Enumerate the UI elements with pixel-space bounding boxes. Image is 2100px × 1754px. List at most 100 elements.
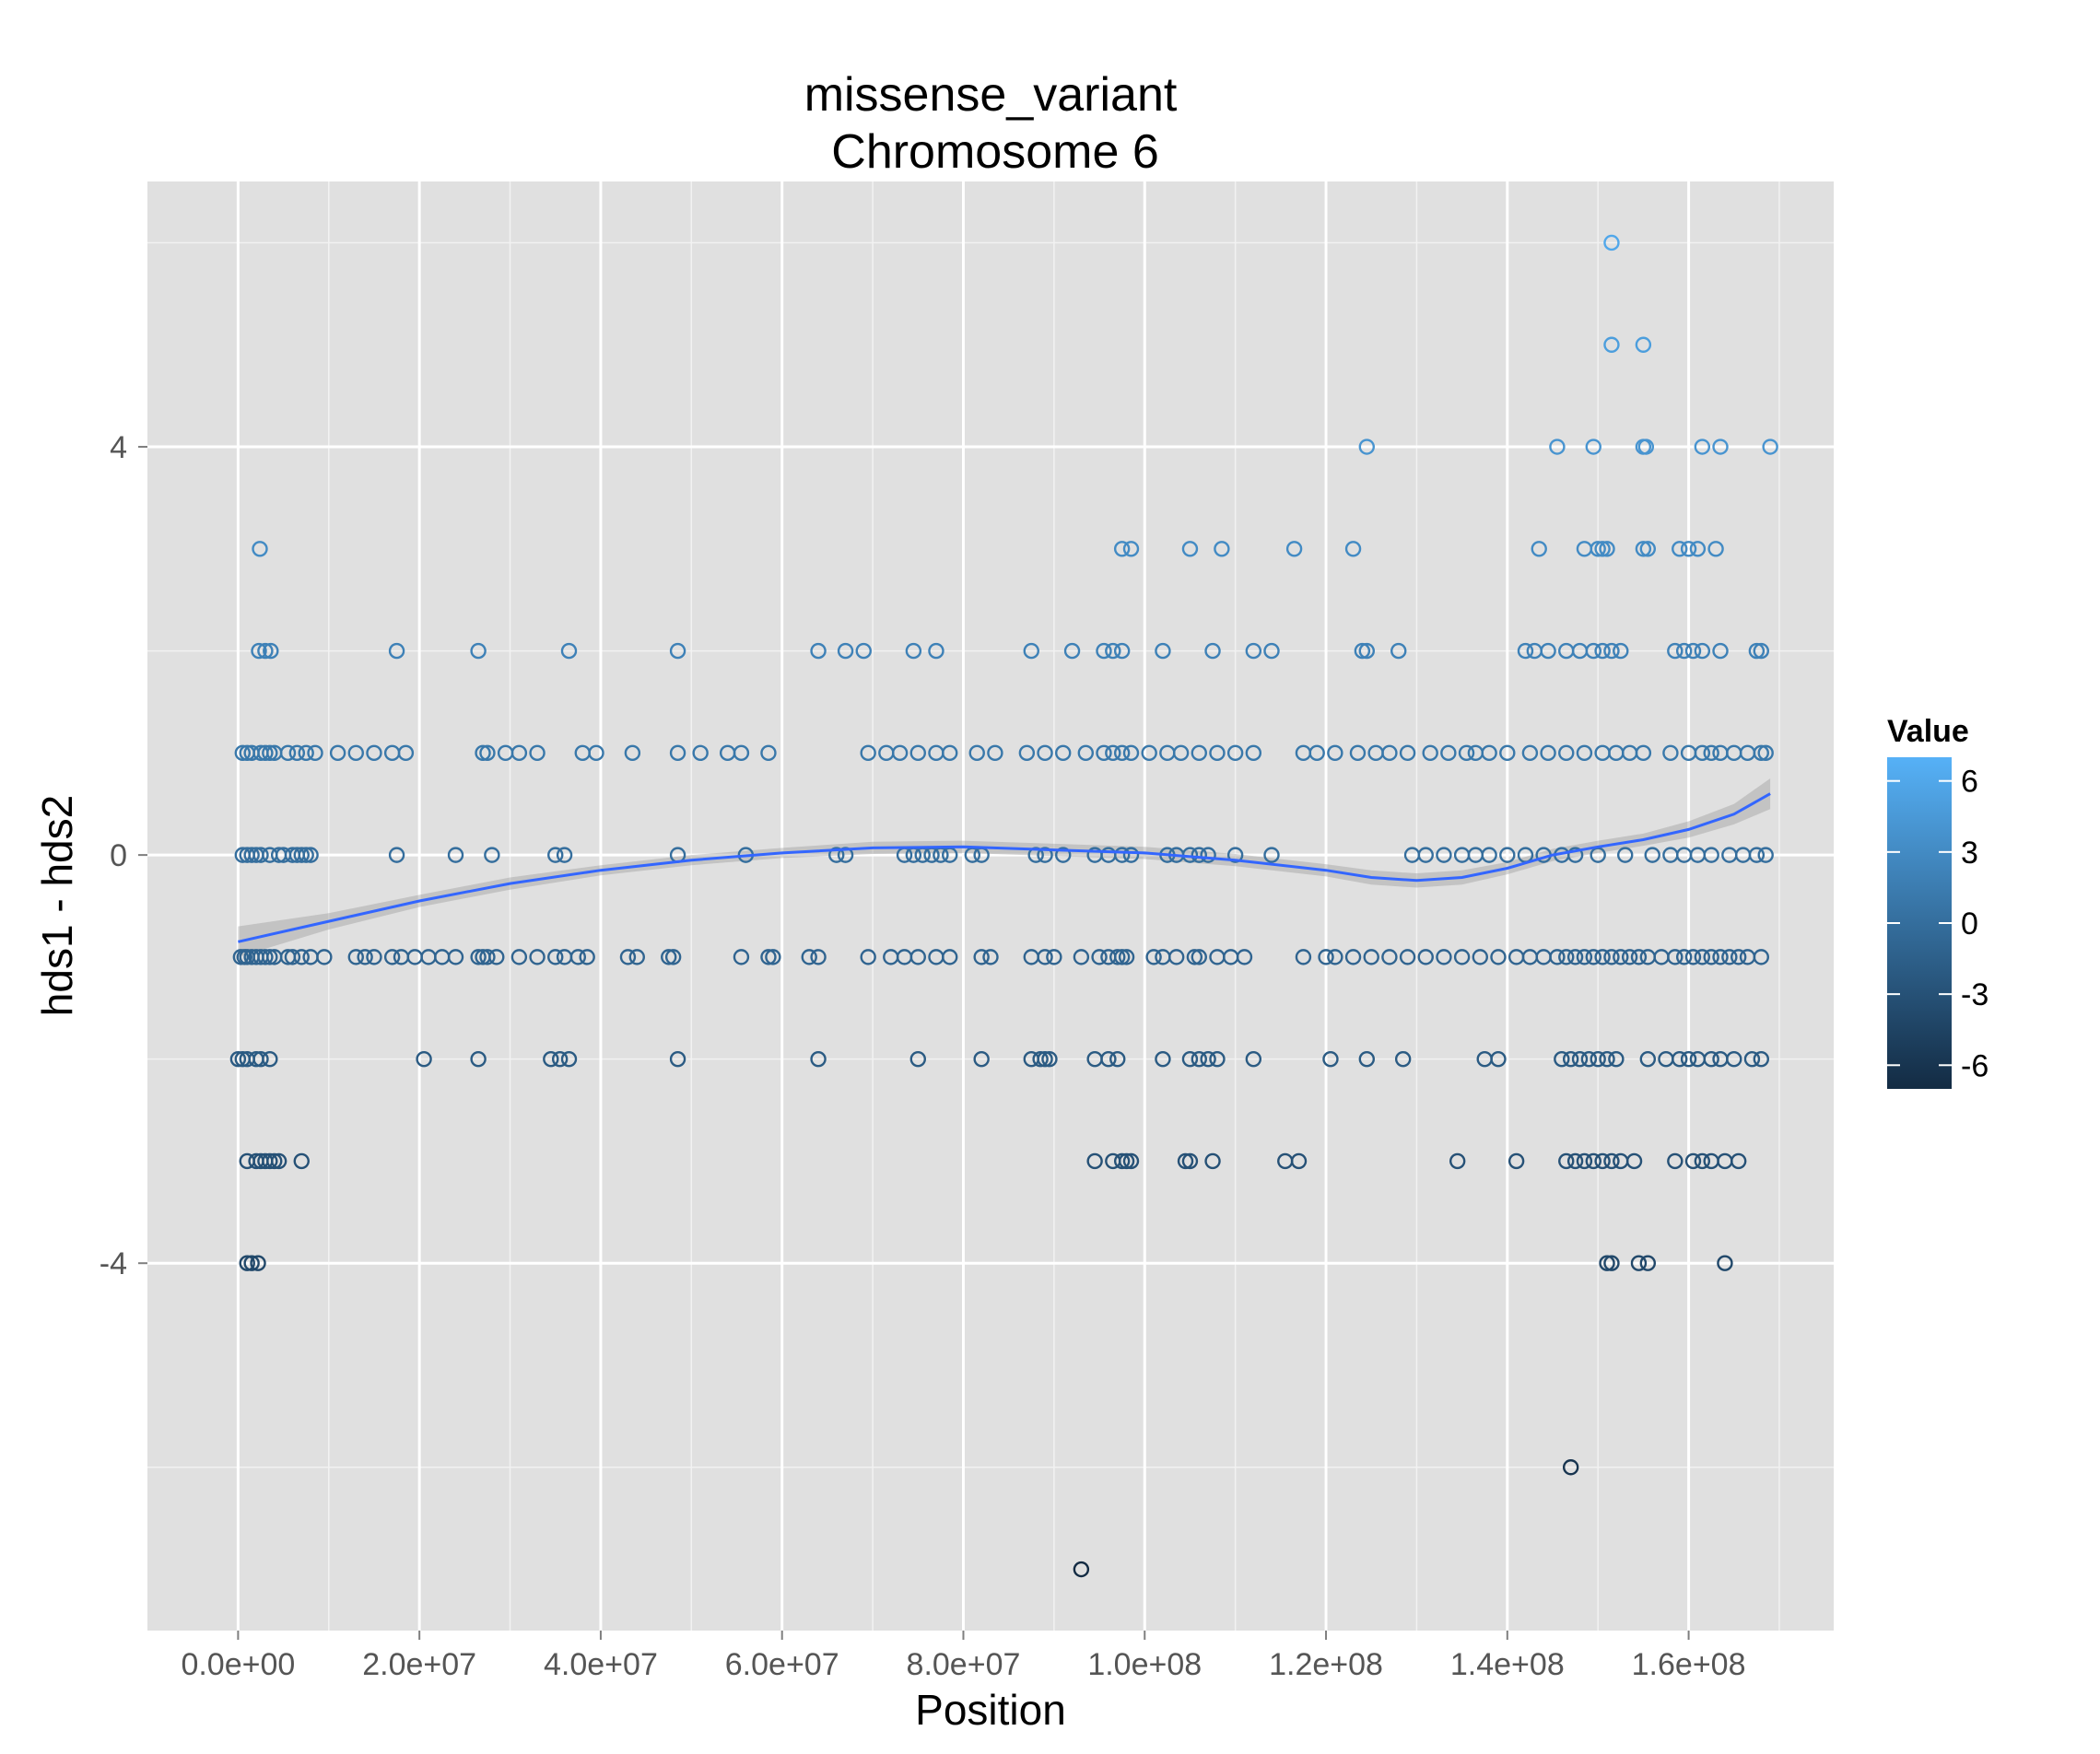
data-point [1603,234,1620,251]
data-point [1576,949,1593,965]
data-point [692,744,709,762]
data-point [1689,541,1707,557]
data-point [1118,1152,1135,1170]
data-point [1344,541,1362,557]
x-tick-label: 2.0e+07 [362,1647,476,1682]
data-point [383,949,401,965]
data-point [1122,541,1140,557]
data-point [1453,949,1471,965]
data-point [1680,541,1697,557]
data-point [293,847,310,863]
data-point [1481,744,1497,762]
data-point [1594,541,1611,557]
data-point [1753,744,1769,762]
data-point [1585,949,1601,965]
data-point [1712,949,1729,965]
data-point [1349,744,1367,762]
data-point [1181,541,1199,557]
data-point [293,1152,310,1170]
data-point [624,744,641,762]
data-point [1436,847,1452,863]
data-point [529,744,546,762]
data-point [1245,642,1262,660]
data-point [1037,744,1053,762]
data-point [1181,1050,1199,1068]
data-point [1730,949,1747,965]
data-point [1394,1050,1412,1068]
data-point [1399,949,1416,965]
data-point [284,949,301,965]
data-point [1417,847,1434,863]
data-point [801,949,817,965]
data-point [252,541,268,557]
legend-ticks: 6 3 0 -3 -6 [1887,765,1989,1083]
color-legend: Value 6 3 0 -3 -6 [1887,714,1989,1089]
data-point [1122,847,1140,863]
data-point [1358,642,1376,660]
data-point [1295,949,1312,965]
data-point [1263,642,1280,660]
x-axis: 0.0e+00 2.0e+07 4.0e+07 6.0e+07 8.0e+07 1.0e+… [181,1631,1746,1682]
data-point [288,744,306,762]
data-point [1630,949,1648,965]
data-point [263,642,279,660]
data-point [302,847,319,863]
data-point [1694,642,1711,660]
data-point [1285,541,1303,557]
y-axis-title: hds1 - hds2 [33,795,81,1016]
data-point [1041,1050,1058,1068]
data-point [551,1050,569,1068]
data-point [1263,847,1280,863]
legend-tick-label: -3 [1961,977,1989,1012]
data-point [1214,541,1230,557]
data-point [1540,744,1556,762]
data-point [837,642,854,660]
data-point [1172,744,1190,762]
data-point [1145,949,1162,965]
legend-title: Value [1887,714,1969,749]
data-point [669,642,686,660]
data-point [1096,642,1112,660]
data-point [270,1152,287,1170]
data-point [1390,642,1407,660]
data-point [329,744,346,762]
data-point [1625,1152,1643,1170]
data-point [1344,949,1362,965]
data-point [1458,744,1475,762]
data-point [357,949,373,965]
data-point [1694,949,1711,965]
data-point [1753,949,1769,965]
plot-panel [147,181,1834,1631]
data-point [1191,744,1207,762]
data-point [1694,744,1711,762]
data-point [1730,1152,1747,1170]
data-point [1594,949,1611,965]
data-point [1521,744,1539,762]
data-point [234,744,252,762]
data-point [1743,1050,1761,1068]
data-point [1063,642,1081,660]
points-layer [229,234,1778,1578]
x-tick-label: 0.0e+00 [181,1647,295,1682]
data-point [1226,847,1244,863]
data-point [347,949,364,965]
data-point [669,1050,686,1068]
data-point [262,949,278,965]
data-point [239,1255,255,1271]
smooth-line-layer [238,792,1771,943]
data-point [669,744,686,762]
smooth-line [238,792,1771,943]
y-tick-label: -4 [100,1246,127,1281]
data-point [1617,847,1634,863]
data-point [307,744,323,762]
data-point [1113,1152,1131,1170]
data-point [1712,438,1729,455]
data-point [1109,1050,1126,1068]
data-point [1594,1152,1611,1170]
data-point [1558,949,1575,965]
data-point [1566,1152,1584,1170]
data-point [347,744,364,762]
data-point [1472,949,1488,965]
data-point [1613,642,1629,660]
data-point [628,949,645,965]
